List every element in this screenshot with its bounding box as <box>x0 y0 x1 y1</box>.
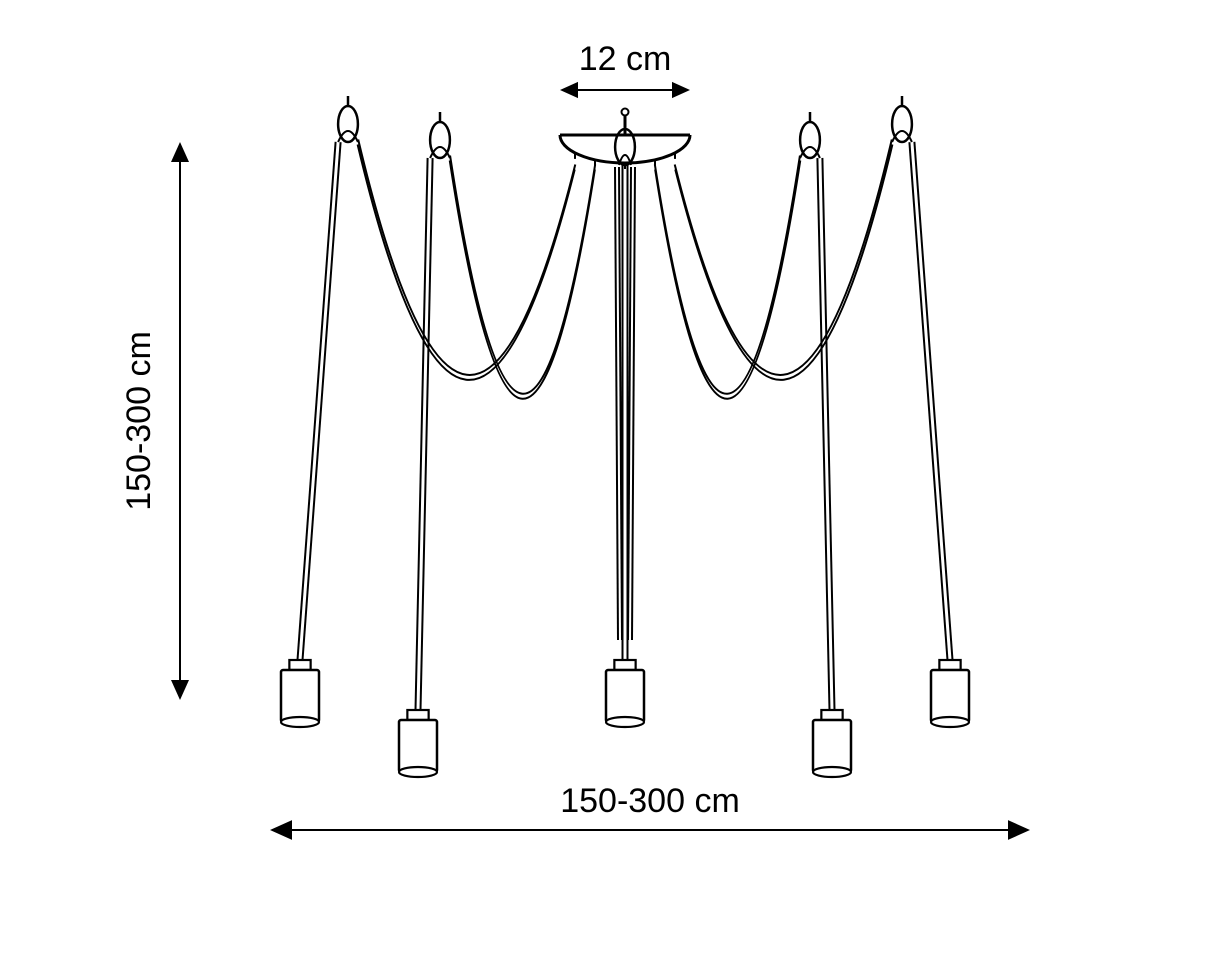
canopy <box>560 109 690 170</box>
socket-collar <box>939 660 960 670</box>
socket-collar <box>289 660 310 670</box>
socket-collar <box>614 660 635 670</box>
pendant-5 <box>675 96 969 727</box>
dim-height-label: 150-300 cm <box>120 331 158 511</box>
socket-body <box>606 670 644 722</box>
pendant-2 <box>399 112 595 777</box>
pendant-1 <box>281 96 575 727</box>
dim-canopy-width-label: 12 cm <box>579 40 672 78</box>
dim-width: 150-300 cm <box>270 782 1030 840</box>
socket-body <box>813 720 851 772</box>
dim-canopy-width: 12 cm <box>560 40 690 98</box>
socket-collar <box>407 710 428 720</box>
socket-body <box>281 670 319 722</box>
socket-collar <box>821 710 842 720</box>
dim-width-label: 150-300 cm <box>560 782 740 820</box>
pendant-3 <box>606 119 644 727</box>
socket-body <box>399 720 437 772</box>
pendant-4 <box>655 112 851 777</box>
socket-body <box>931 670 969 722</box>
dim-height: 150-300 cm <box>120 142 189 700</box>
